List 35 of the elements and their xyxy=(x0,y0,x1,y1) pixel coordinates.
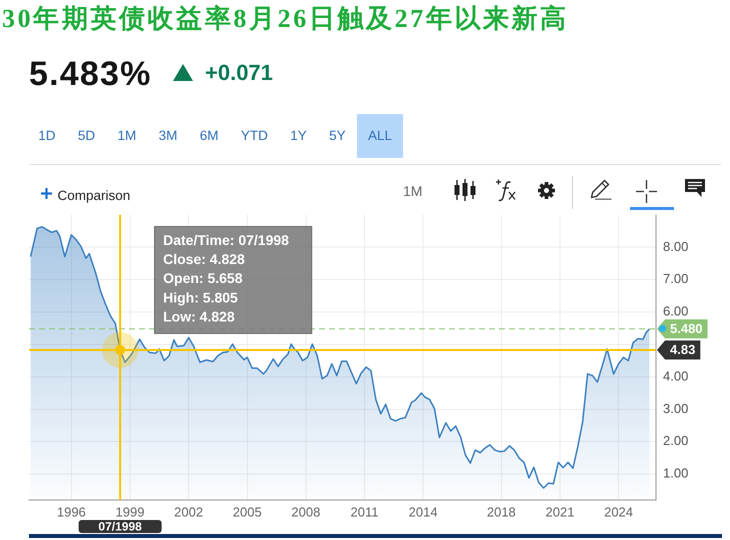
text: ALL xyxy=(368,128,392,143)
text: 1Y xyxy=(290,128,307,143)
annotation: Date/Time: 07/1998 Close: 4.828 Open: 5.658 High: 5.805 Low: 4.828 xyxy=(163,232,290,325)
text: 5Y xyxy=(329,128,346,143)
x-tick-label: 2018 xyxy=(486,504,516,520)
y-tick-label: 2.00 xyxy=(663,433,688,448)
text: 6M xyxy=(200,128,219,143)
y-tick-label: 1.00 xyxy=(663,466,688,481)
text: 1D xyxy=(38,128,56,143)
ref-line-label: 4.83 xyxy=(670,342,696,358)
chart-subtitle: 5.483% xyxy=(29,55,152,93)
x-tick-label: 2021 xyxy=(545,504,574,520)
x-tick-label: 2008 xyxy=(291,504,320,520)
x-tick-label: 1999 xyxy=(116,504,144,520)
text: +0.071 xyxy=(205,60,273,85)
y-tick-label: 7.00 xyxy=(663,271,688,286)
text: 1M xyxy=(117,128,136,143)
y-tick-label: 8.00 xyxy=(663,238,688,254)
text: YTD xyxy=(240,128,268,143)
text: 3M xyxy=(158,128,178,143)
text: 1M xyxy=(403,183,422,199)
chart-title: 30年期英债收益率8月26日触及27年以来新高 xyxy=(2,4,569,34)
y-tick-label: 6.00 xyxy=(663,304,688,319)
text: 5D xyxy=(78,128,96,143)
y-tick-label: 3.00 xyxy=(663,400,688,416)
x-tick-label: 2002 xyxy=(174,504,204,520)
text: Comparison xyxy=(58,188,130,203)
y-tick-label: 4.00 xyxy=(663,368,688,384)
x-tick-label: 2005 xyxy=(232,504,262,520)
x-tick-label: 1996 xyxy=(56,504,86,520)
x-tick-label: 2014 xyxy=(408,504,438,520)
x-tick-label: 2024 xyxy=(604,504,634,520)
ref-line-label: 5.480 xyxy=(670,320,703,336)
ref-line-label: 07/1998 xyxy=(98,519,142,534)
x-tick-label: 2011 xyxy=(350,504,378,520)
